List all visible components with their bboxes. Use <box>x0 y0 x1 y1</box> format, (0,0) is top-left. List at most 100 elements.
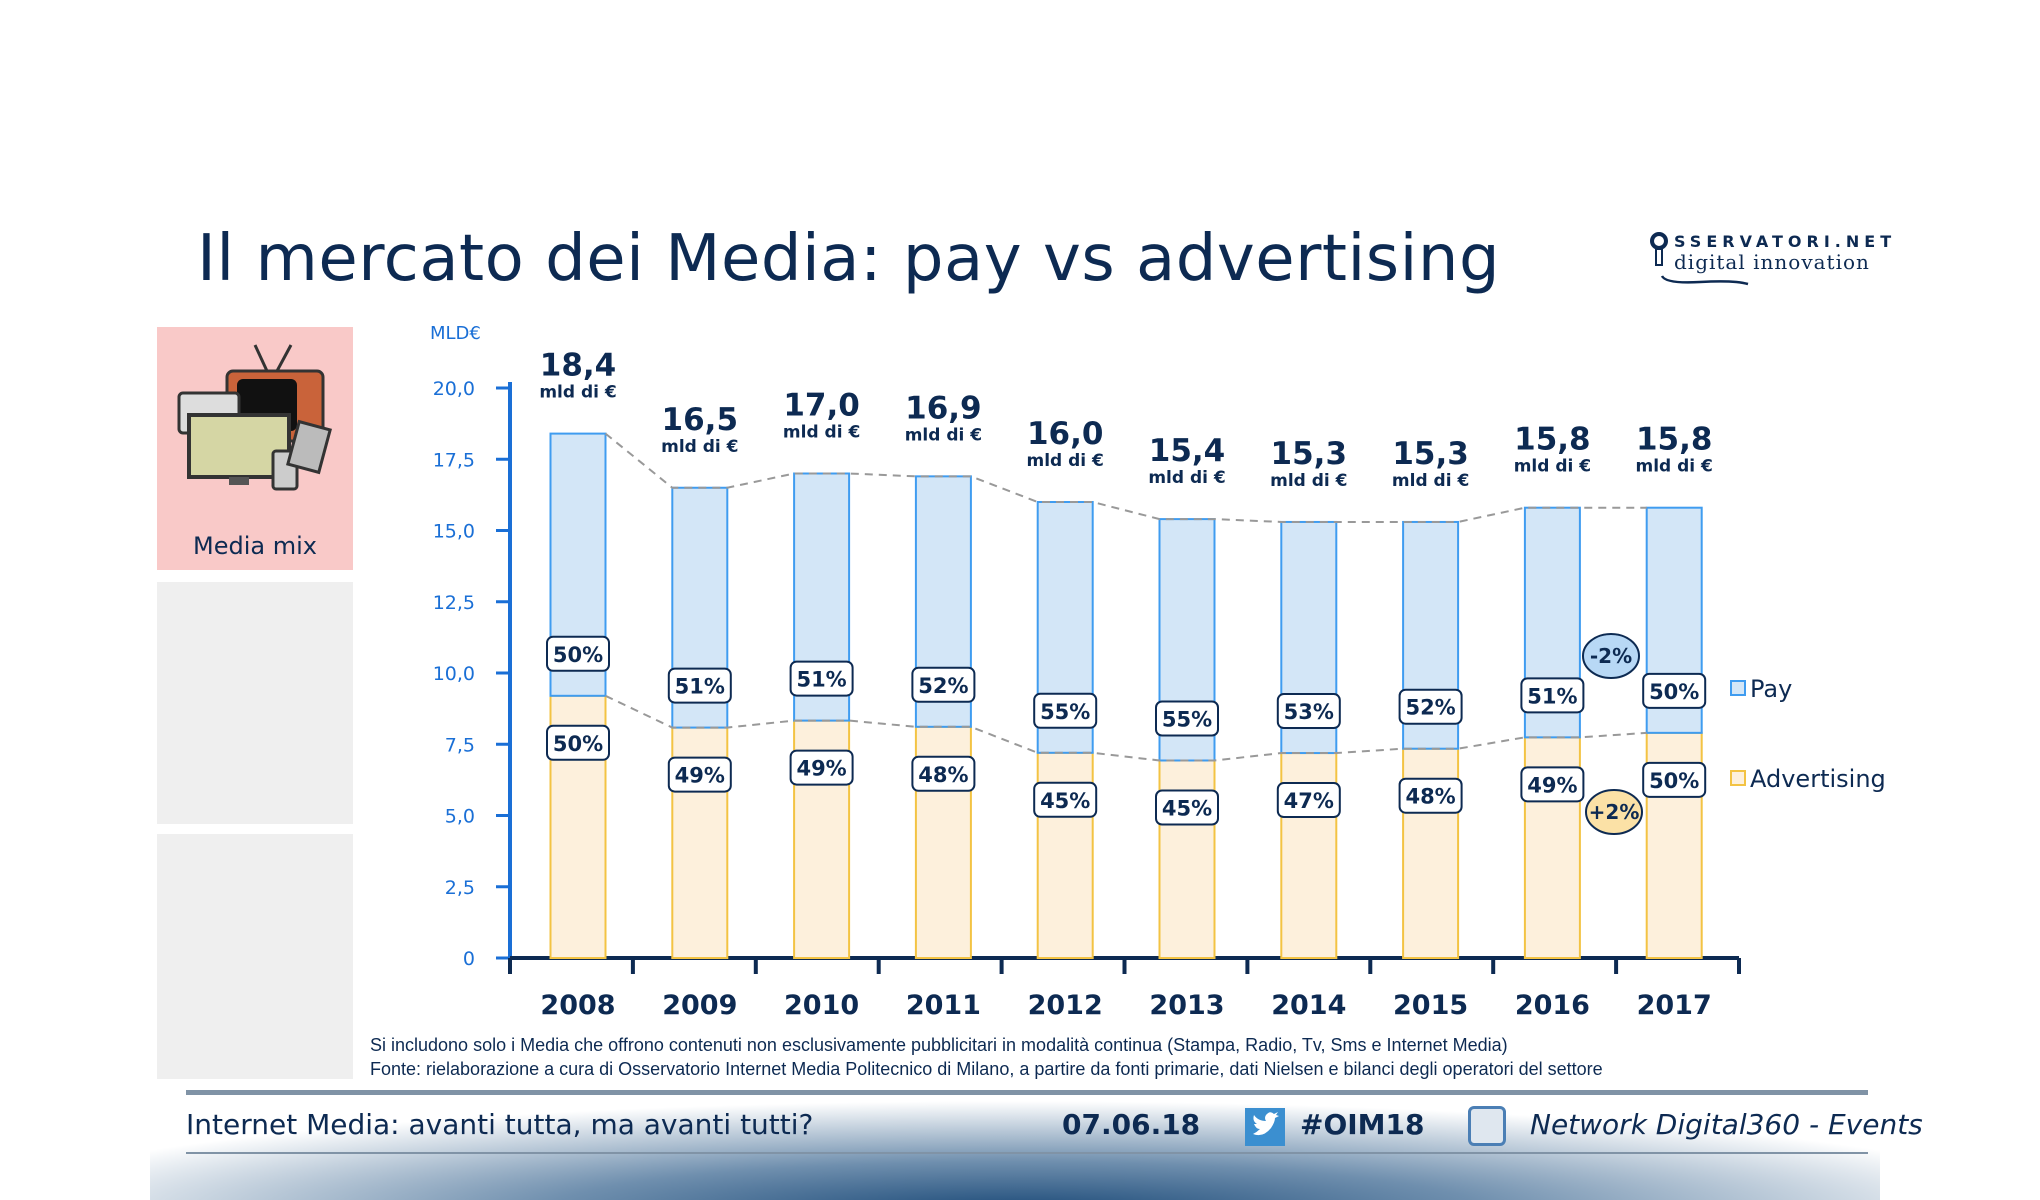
advertising-share-label: 49% <box>1527 773 1577 797</box>
total-unit-label: mld di € <box>1148 468 1225 488</box>
x-tick-label: 2017 <box>1637 990 1712 1021</box>
total-unit-label: mld di € <box>1270 471 1347 491</box>
advertising-share-label-box <box>667 756 732 793</box>
osservatori-logo: SSERVATORI.NET digital innovation <box>1648 232 1891 292</box>
total-value-label: 17,0 <box>783 388 860 424</box>
advertising-share-label-box <box>789 749 854 786</box>
advertising-trend-line <box>605 694 1647 762</box>
legend-pay-swatch <box>1730 680 1746 696</box>
footer-divider-bottom <box>186 1152 1868 1154</box>
pay-share-label: 50% <box>553 643 603 667</box>
digital360-icon <box>1468 1106 1506 1146</box>
pay-share-label-box <box>667 667 732 704</box>
y-tick-label: 12,5 <box>433 592 475 614</box>
total-trend-line <box>604 432 1647 523</box>
total-value-label: 15,4 <box>1149 433 1226 469</box>
advertising-share-label-box <box>546 724 610 761</box>
total-unit-label: mld di € <box>1392 471 1469 491</box>
footer-hashtag[interactable]: #OIM18 <box>1300 1108 1425 1141</box>
pay-share-label: 55% <box>1040 700 1090 724</box>
y-axis-label: MLD€ <box>430 323 481 344</box>
footer-event-title: Internet Media: avanti tutta, ma avanti … <box>186 1108 814 1141</box>
total-value-label: 18,4 <box>540 348 617 384</box>
x-tick-label: 2008 <box>540 990 615 1021</box>
pay-share-label-box <box>789 660 854 697</box>
pay-share-label: 52% <box>1405 696 1455 720</box>
sidebar-item-media-mix[interactable]: Media mix <box>157 327 353 570</box>
total-value-label: 16,5 <box>662 402 739 438</box>
total-value-label: 16,9 <box>905 390 982 426</box>
y-tick-label: 10,0 <box>433 663 475 685</box>
x-tick-label: 2010 <box>784 990 859 1021</box>
total-unit-label: mld di € <box>661 437 738 457</box>
advertising-share-label-box <box>911 755 976 792</box>
legend-advertising-label: Advertising <box>1750 765 1886 793</box>
y-tick-label: 17,5 <box>433 449 475 471</box>
pay-share-label-box <box>1155 700 1219 737</box>
total-unit-label: mld di € <box>783 423 860 443</box>
advertising-share-label: 45% <box>1162 796 1212 820</box>
pay-share-label: 51% <box>796 668 846 692</box>
total-value-label: 15,8 <box>1514 422 1591 458</box>
footnote-source: Fonte: rielaborazione a cura di Osservat… <box>370 1059 1603 1079</box>
pay-change-bubble <box>1582 633 1640 679</box>
total-value-label: 15,3 <box>1392 436 1469 472</box>
pay-share-label: 53% <box>1284 700 1334 724</box>
sidebar-item-empty[interactable] <box>157 582 353 824</box>
twitter-icon[interactable] <box>1245 1108 1285 1146</box>
total-unit-label: mld di € <box>1636 457 1713 477</box>
page-title: Il mercato dei Media: pay vs advertising <box>197 222 1501 296</box>
x-tick-label: 2009 <box>662 990 737 1021</box>
pay-share-label-box <box>1033 692 1098 729</box>
pay-share-label: 51% <box>675 675 725 699</box>
y-tick-label: 5,0 <box>445 806 475 828</box>
advertising-share-label-box <box>1398 777 1463 814</box>
total-unit-label: mld di € <box>539 383 616 403</box>
advertising-share-label: 50% <box>553 732 603 756</box>
footnote-scope: Si includono solo i Media che offrono co… <box>370 1035 1508 1055</box>
magnifier-icon <box>1650 232 1668 266</box>
total-value-label: 15,3 <box>1271 436 1348 472</box>
pay-share-label-box <box>546 635 610 672</box>
advertising-share-label: 48% <box>918 763 968 787</box>
advertising-share-label-box <box>1033 781 1098 818</box>
pay-share-label-box <box>911 666 976 703</box>
footer-background <box>150 1090 1880 1200</box>
pay-share-label: 55% <box>1162 707 1212 731</box>
y-tick-label: 2,5 <box>445 877 475 899</box>
logo-swoosh <box>1660 275 1749 286</box>
pay-share-label-box <box>1276 693 1341 730</box>
advertising-change-label: +2% <box>1589 800 1640 824</box>
y-tick-label: 15,0 <box>433 521 475 543</box>
pay-share-label-box <box>1642 672 1707 709</box>
total-value-label: 15,8 <box>1636 422 1713 458</box>
x-tick-label: 2016 <box>1515 990 1590 1021</box>
pay-share-label: 51% <box>1527 684 1577 708</box>
legend-advertising-swatch <box>1730 770 1746 786</box>
total-unit-label: mld di € <box>1514 457 1591 477</box>
total-value-label: 16,0 <box>1027 416 1104 452</box>
footer-date: 07.06.18 <box>1062 1108 1201 1141</box>
x-tick-label: 2012 <box>1028 990 1103 1021</box>
advertising-share-label: 45% <box>1040 789 1090 813</box>
footer-divider-top <box>186 1090 1868 1095</box>
y-tick-label: 0 <box>463 948 475 970</box>
media-devices-icon <box>177 344 332 491</box>
advertising-share-label-box <box>1642 761 1707 798</box>
legend-pay-label: Pay <box>1750 675 1792 703</box>
x-tick-label: 2013 <box>1149 990 1224 1021</box>
x-tick-label: 2011 <box>906 990 981 1021</box>
sidebar-item-empty[interactable] <box>157 834 353 1079</box>
pay-share-label: 50% <box>1649 680 1699 704</box>
pay-share-label: 52% <box>918 674 968 698</box>
advertising-change-bubble <box>1585 789 1643 835</box>
y-tick-label: 7,5 <box>445 734 475 756</box>
stacked-bar-chart: MLD€ 0 2,5 5,0 7,5 10,0 12,5 15,0 17,5 20,0 2008 1… <box>430 323 1886 1021</box>
y-tick-label: 20,0 <box>433 378 475 400</box>
advertising-share-label: 47% <box>1284 789 1334 813</box>
advertising-share-label: 49% <box>675 764 725 788</box>
footer-organizer: Network Digital360 - Events <box>1530 1108 1923 1141</box>
pay-share-label-box <box>1520 677 1585 714</box>
advertising-share-label: 50% <box>1649 769 1699 793</box>
advertising-share-label-box <box>1155 789 1219 826</box>
